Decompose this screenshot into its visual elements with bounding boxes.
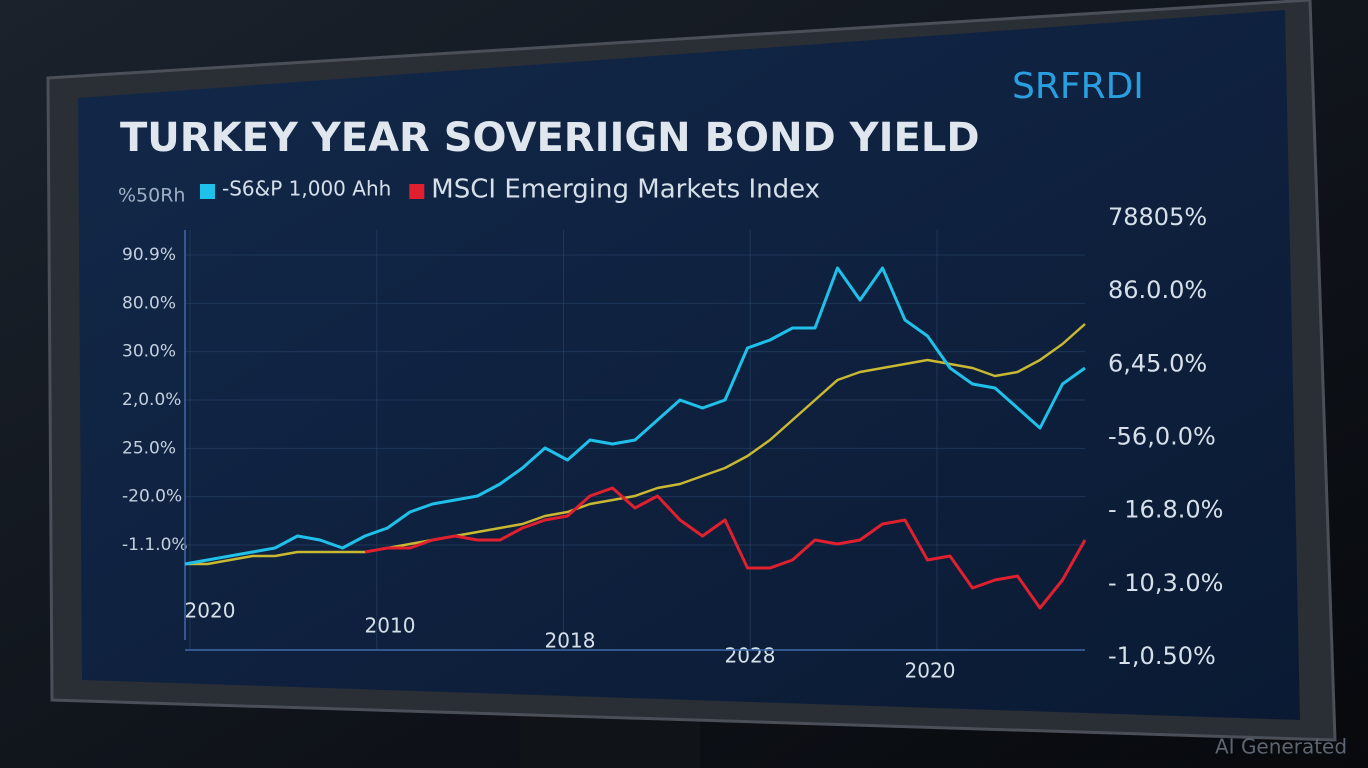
left-axis-label: 30.0%	[122, 342, 176, 362]
left-axis-label: -1.1.0%	[122, 535, 188, 555]
screen	[78, 10, 1300, 720]
right-axis-label: 6,45.0%	[1108, 349, 1207, 377]
legend-label: -S6&P 1,000 Ahh	[222, 177, 391, 201]
right-axis-label: - 16.8.0%	[1108, 496, 1223, 524]
x-tick-label: 2028	[725, 644, 776, 668]
right-axis-label: 86.0.0%	[1108, 276, 1207, 304]
legend: -S6&P 1,000 Ahh MSCI Emerging Markets Ind…	[200, 175, 820, 205]
right-axis-label: - 10,3.0%	[1108, 569, 1223, 597]
legend-label: MSCI Emerging Markets Index	[431, 175, 820, 205]
logo: SRFRDI	[1012, 66, 1144, 107]
x-tick-label: 2020	[185, 599, 236, 623]
line-series	[184, 266, 1086, 566]
legend-prefix: %50Rh	[118, 185, 185, 207]
left-axis-label: 25.0%	[122, 438, 176, 458]
legend-swatch	[200, 184, 215, 199]
x-tick-label: 2018	[545, 629, 596, 653]
left-axis-label: 2,0.0%	[122, 390, 181, 410]
chart-title: TURKEY YEAR SOVERIIGN BOND YIELD	[120, 115, 980, 161]
line-series	[185, 323, 1086, 566]
left-axis-label: 80.0%	[122, 293, 176, 313]
left-axis-label: -20.0%	[122, 487, 182, 507]
line-series	[364, 486, 1087, 610]
right-axis-label: -56,0.0%	[1108, 423, 1216, 451]
legend-swatch	[409, 184, 425, 199]
watermark: AI Generated	[1215, 735, 1347, 759]
right-axis-label: 78805%	[1108, 203, 1207, 231]
left-axis-label: 90.9%	[122, 245, 176, 265]
x-tick-label: 2010	[365, 614, 416, 638]
x-tick-label: 2020	[905, 659, 956, 683]
right-axis-label: -1,0.50%	[1108, 642, 1216, 670]
